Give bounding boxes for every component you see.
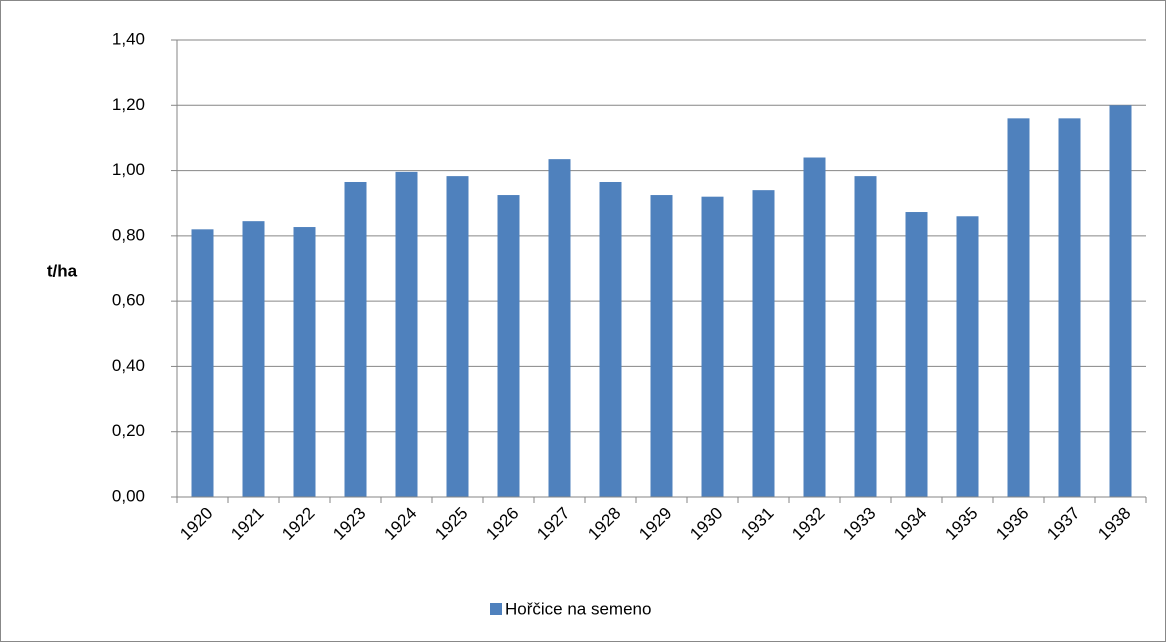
- bar: [956, 216, 979, 497]
- y-tick-label: 0,00: [112, 486, 145, 505]
- bar: [599, 181, 622, 497]
- y-tick-label: 0,40: [112, 356, 145, 375]
- bar: [650, 195, 673, 497]
- bar: [803, 157, 826, 497]
- bar: [395, 171, 418, 497]
- y-tick-label: 0,20: [112, 421, 145, 440]
- y-axis-label: t/ha: [47, 261, 78, 280]
- bar: [854, 176, 877, 497]
- y-tick-label: 0,80: [112, 225, 145, 244]
- bar: [497, 195, 520, 497]
- bar: [242, 221, 265, 498]
- bar: [344, 181, 367, 497]
- bar: [1109, 105, 1132, 498]
- bar: [446, 176, 469, 497]
- y-tick-label: 1,40: [112, 29, 145, 48]
- y-tick-label: 1,20: [112, 95, 145, 114]
- bar: [191, 229, 214, 498]
- bar: [752, 190, 775, 497]
- legend-label: Hořčice na semeno: [505, 599, 651, 618]
- bar: [1058, 118, 1081, 497]
- bar: [293, 227, 316, 497]
- legend-swatch: [490, 603, 502, 615]
- y-tick-label: 0,60: [112, 291, 145, 310]
- bar: [905, 212, 928, 497]
- bar: [701, 196, 724, 497]
- bar: [1007, 118, 1030, 497]
- y-tick-label: 1,00: [112, 160, 145, 179]
- bar: [548, 159, 571, 497]
